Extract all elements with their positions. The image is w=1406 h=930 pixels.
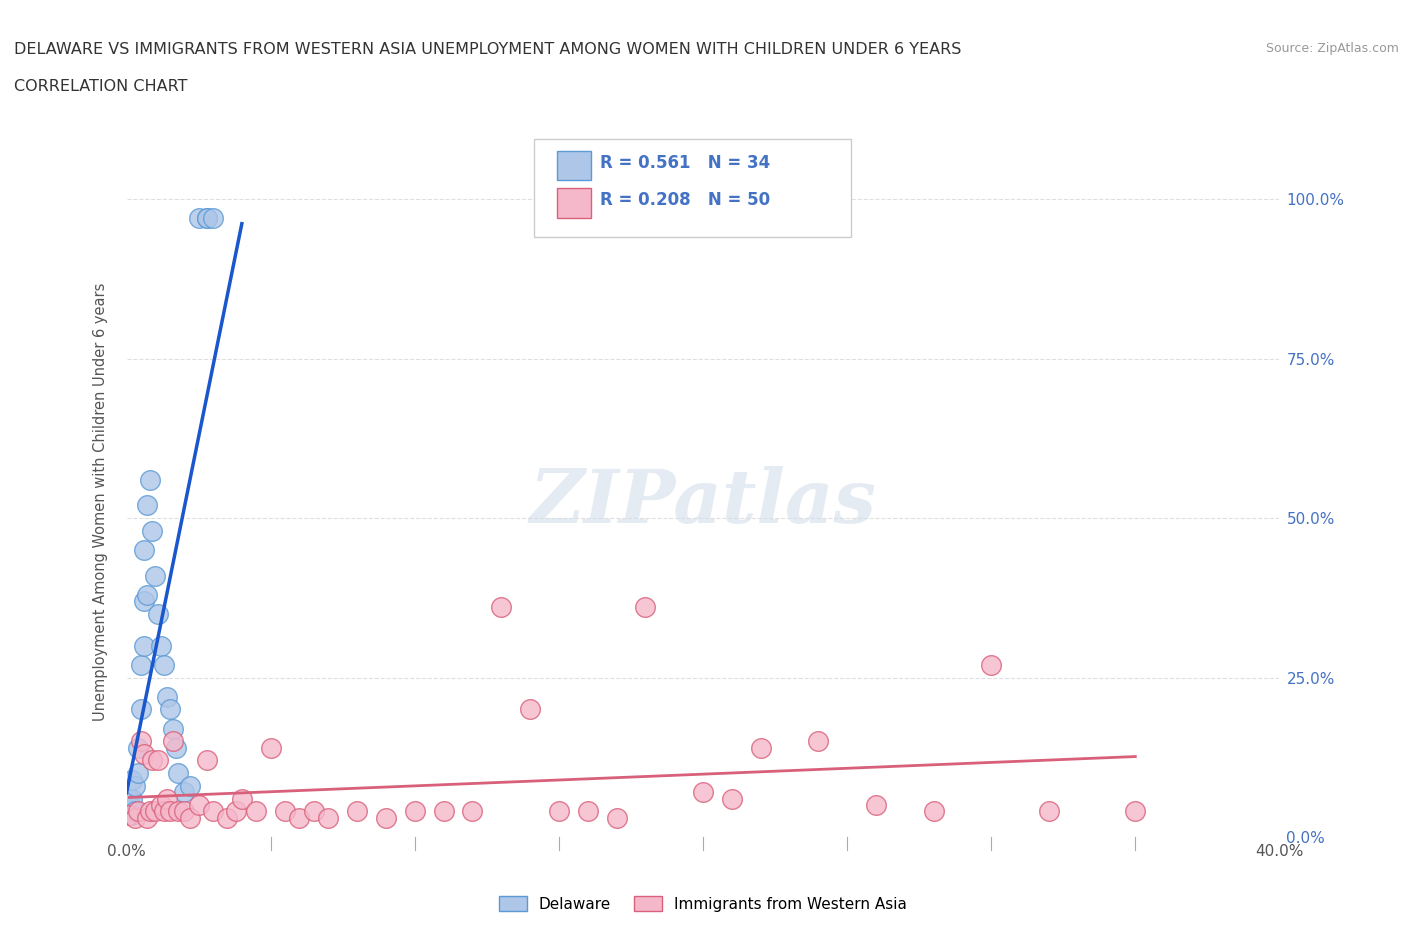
Point — [179, 778, 201, 793]
Point — [202, 211, 225, 226]
Point — [302, 804, 325, 819]
Point — [195, 211, 218, 226]
Point — [150, 798, 173, 813]
Point — [288, 810, 311, 825]
Point — [404, 804, 426, 819]
Point — [138, 804, 160, 819]
Point — [135, 498, 157, 512]
Point — [634, 600, 657, 615]
Point — [145, 804, 166, 819]
Point — [145, 568, 166, 583]
Point — [132, 593, 155, 608]
Point — [217, 810, 239, 825]
Point — [141, 524, 163, 538]
Point — [141, 753, 163, 768]
Text: R = 0.561   N = 34: R = 0.561 N = 34 — [600, 153, 770, 172]
Point — [121, 791, 143, 806]
Point — [225, 804, 247, 819]
Point — [118, 798, 141, 813]
Point — [127, 765, 149, 780]
Legend: Delaware, Immigrants from Western Asia: Delaware, Immigrants from Western Asia — [494, 890, 912, 918]
Point — [167, 804, 190, 819]
Point — [922, 804, 945, 819]
Point — [692, 785, 714, 800]
Point — [153, 804, 176, 819]
Point — [374, 810, 398, 825]
Text: Source: ZipAtlas.com: Source: ZipAtlas.com — [1265, 42, 1399, 55]
Point — [162, 734, 184, 749]
Point — [173, 804, 195, 819]
Point — [156, 689, 179, 704]
Point — [129, 658, 152, 672]
Point — [187, 798, 209, 813]
Point — [132, 747, 155, 762]
Point — [150, 638, 173, 653]
Point — [274, 804, 297, 819]
Point — [605, 810, 627, 825]
Point — [202, 804, 225, 819]
Point — [129, 734, 152, 749]
Point — [720, 791, 742, 806]
Point — [118, 804, 141, 819]
Point — [159, 702, 181, 717]
Point — [124, 810, 146, 825]
Point — [124, 804, 146, 819]
Point — [318, 810, 340, 825]
Point — [118, 807, 141, 822]
Point — [259, 740, 281, 755]
Point — [980, 658, 1002, 672]
Point — [231, 791, 253, 806]
Point — [138, 472, 160, 487]
Point — [548, 804, 571, 819]
Point — [127, 740, 149, 755]
Point — [173, 785, 195, 800]
Point — [1123, 804, 1146, 819]
Point — [127, 804, 149, 819]
Point — [195, 753, 218, 768]
Point — [162, 721, 184, 736]
Text: CORRELATION CHART: CORRELATION CHART — [14, 79, 187, 94]
Point — [749, 740, 772, 755]
Point — [121, 807, 143, 822]
Point — [576, 804, 599, 819]
Point — [124, 778, 146, 793]
Point — [179, 810, 201, 825]
Point — [129, 702, 152, 717]
Point — [148, 753, 170, 768]
Point — [167, 765, 190, 780]
Text: R = 0.208   N = 50: R = 0.208 N = 50 — [600, 191, 770, 209]
Point — [159, 804, 181, 819]
Point — [489, 600, 512, 615]
Text: ZIPatlas: ZIPatlas — [530, 466, 876, 538]
Point — [135, 810, 157, 825]
Point — [865, 798, 887, 813]
Point — [148, 606, 170, 621]
Point — [135, 587, 157, 602]
Point — [1038, 804, 1060, 819]
Point — [118, 791, 141, 806]
Point — [187, 211, 209, 226]
Point — [132, 542, 155, 557]
Point — [156, 791, 179, 806]
Point — [461, 804, 484, 819]
Point — [121, 772, 143, 787]
Point — [519, 702, 541, 717]
Point — [132, 638, 155, 653]
Point — [165, 740, 187, 755]
Point — [346, 804, 368, 819]
Point — [807, 734, 830, 749]
Y-axis label: Unemployment Among Women with Children Under 6 years: Unemployment Among Women with Children U… — [93, 283, 108, 722]
Point — [153, 658, 176, 672]
Point — [195, 211, 218, 226]
Point — [245, 804, 267, 819]
Text: DELAWARE VS IMMIGRANTS FROM WESTERN ASIA UNEMPLOYMENT AMONG WOMEN WITH CHILDREN : DELAWARE VS IMMIGRANTS FROM WESTERN ASIA… — [14, 42, 962, 57]
Point — [433, 804, 456, 819]
